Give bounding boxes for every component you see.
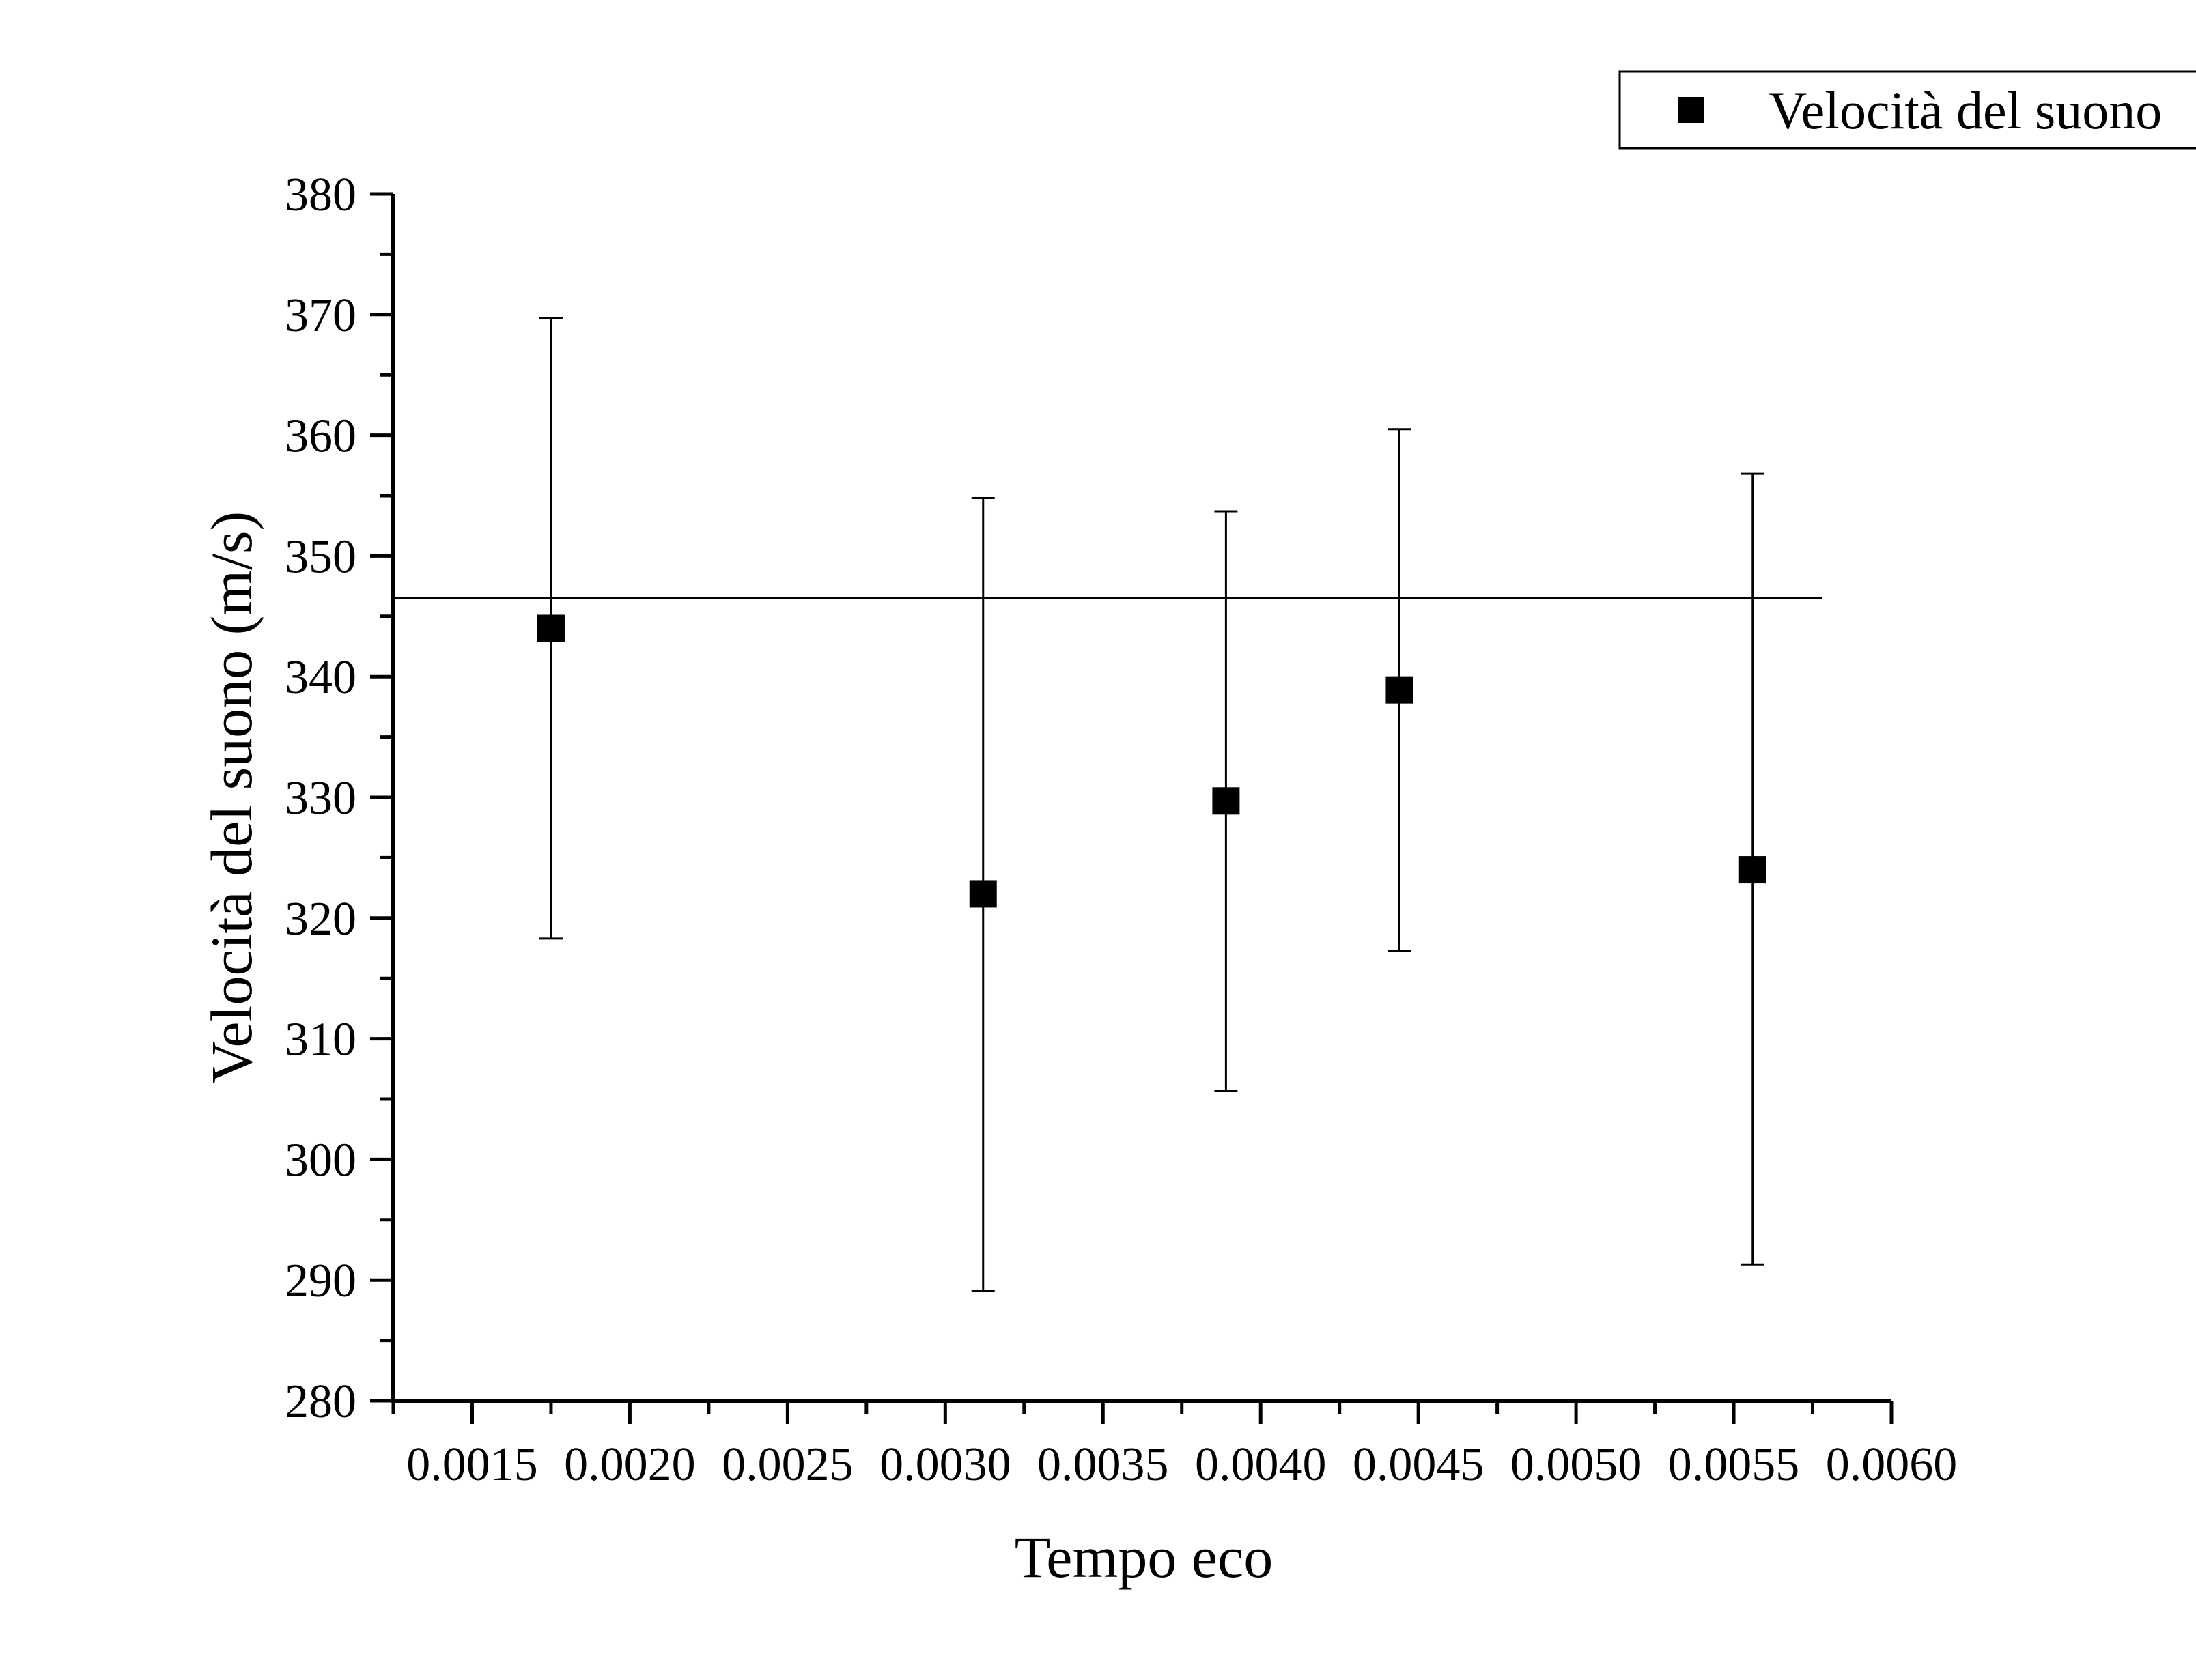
data-point (1212, 787, 1240, 815)
x-tick-label: 0.0055 (1668, 1438, 1800, 1491)
x-tick-label: 0.0035 (1037, 1438, 1169, 1491)
data-point (537, 614, 565, 642)
y-tick-label: 300 (285, 1134, 356, 1186)
y-tick-label: 280 (285, 1376, 356, 1428)
x-tick-label: 0.0030 (879, 1438, 1011, 1491)
y-tick-label: 350 (285, 530, 356, 583)
data-marks (537, 317, 1766, 1292)
x-tick-label: 0.0045 (1353, 1438, 1484, 1491)
y-axis: 280 290 300 310 320 330 340 350 360 370 380 (285, 169, 395, 1428)
y-tick-label: 330 (285, 772, 356, 825)
legend-box (1618, 70, 2196, 150)
legend-label: Velocità del suono (1769, 81, 2162, 140)
x-tick-label: 0.0050 (1510, 1438, 1642, 1491)
y-axis-title: Velocità del suono (m/s) (199, 511, 264, 1083)
x-tick-label: 0.0025 (722, 1438, 854, 1491)
y-tick-label: 380 (285, 169, 356, 221)
y-tick-label: 370 (285, 289, 356, 342)
x-axis-title: Tempo eco (1015, 1524, 1273, 1590)
x-tick-label: 0.0015 (406, 1438, 538, 1491)
y-tick-label: 290 (285, 1255, 356, 1307)
data-point (1738, 856, 1766, 884)
data-point (1385, 676, 1413, 704)
x-tick-label: 0.0060 (1826, 1438, 1958, 1491)
y-tick-label: 310 (285, 1014, 356, 1066)
legend-marker-square (1678, 97, 1704, 123)
legend: Velocità del suono (1618, 70, 2196, 150)
y-tick-label: 340 (285, 651, 356, 704)
y-tick-label: 320 (285, 893, 356, 945)
data-point (969, 880, 997, 908)
x-axis: 0.0015 0.0020 0.0025 0.0030 0.0035 0.0040 0.00… (391, 1399, 1958, 1491)
y-tick-label: 360 (285, 410, 356, 463)
x-tick-label: 0.0020 (564, 1438, 696, 1491)
x-tick-label: 0.0040 (1195, 1438, 1327, 1491)
